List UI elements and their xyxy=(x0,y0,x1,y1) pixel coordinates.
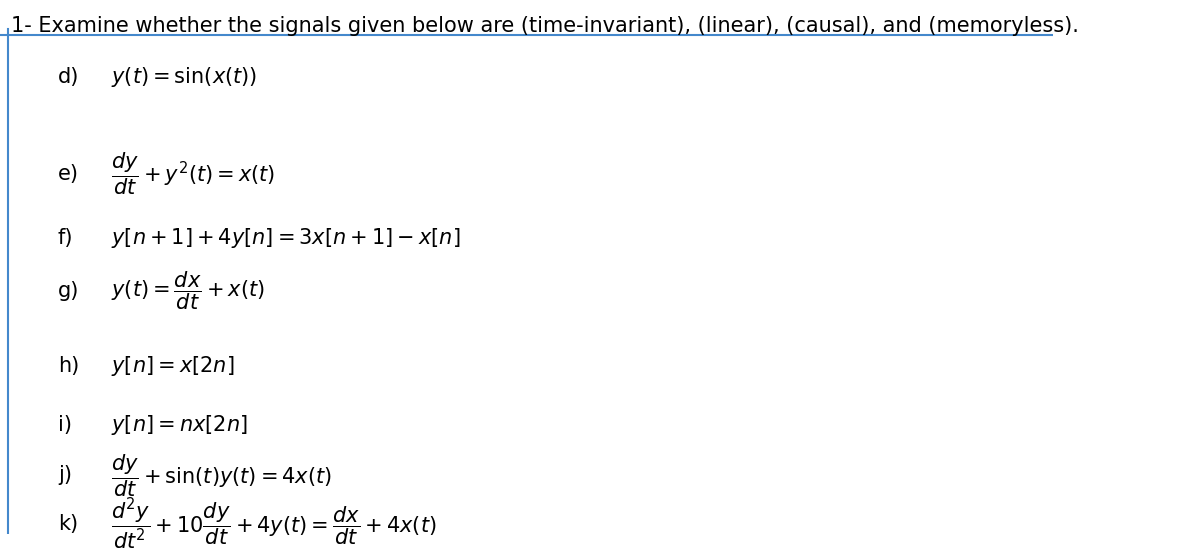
Text: $y[n] = x[2n]$: $y[n] = x[2n]$ xyxy=(110,354,234,378)
Text: $\dfrac{d^{2}y}{dt^{2}} + 10\dfrac{dy}{dt} + 4y(t) = \dfrac{dx}{dt} + 4x(t)$: $\dfrac{d^{2}y}{dt^{2}} + 10\dfrac{dy}{d… xyxy=(110,497,436,552)
Text: $\dfrac{dy}{dt} + y^{2}(t) = x(t)$: $\dfrac{dy}{dt} + y^{2}(t) = x(t)$ xyxy=(110,150,275,197)
Text: e): e) xyxy=(58,163,79,183)
Text: 1- Examine whether the signals given below are (time-invariant), (linear), (caus: 1- Examine whether the signals given bel… xyxy=(11,16,1079,36)
Text: $y(t) = \sin(x(t))$: $y(t) = \sin(x(t))$ xyxy=(110,65,257,89)
Text: j): j) xyxy=(58,465,72,485)
Text: g): g) xyxy=(58,281,79,301)
Text: $y(t) = \dfrac{dx}{dt} + x(t)$: $y(t) = \dfrac{dx}{dt} + x(t)$ xyxy=(110,270,264,312)
Text: i): i) xyxy=(58,414,72,434)
Text: $\dfrac{dy}{dt} + \sin(t)y(t) = 4x(t)$: $\dfrac{dy}{dt} + \sin(t)y(t) = 4x(t)$ xyxy=(110,452,331,499)
Text: $y[n+1] + 4y[n] = 3x[n+1] - x[n]$: $y[n+1] + 4y[n] = 3x[n+1] - x[n]$ xyxy=(110,225,460,250)
Text: k): k) xyxy=(58,515,78,535)
Text: f): f) xyxy=(58,228,73,248)
Text: $y[n] = nx[2n]$: $y[n] = nx[2n]$ xyxy=(110,413,247,437)
Text: d): d) xyxy=(58,68,79,88)
Text: h): h) xyxy=(58,356,79,376)
